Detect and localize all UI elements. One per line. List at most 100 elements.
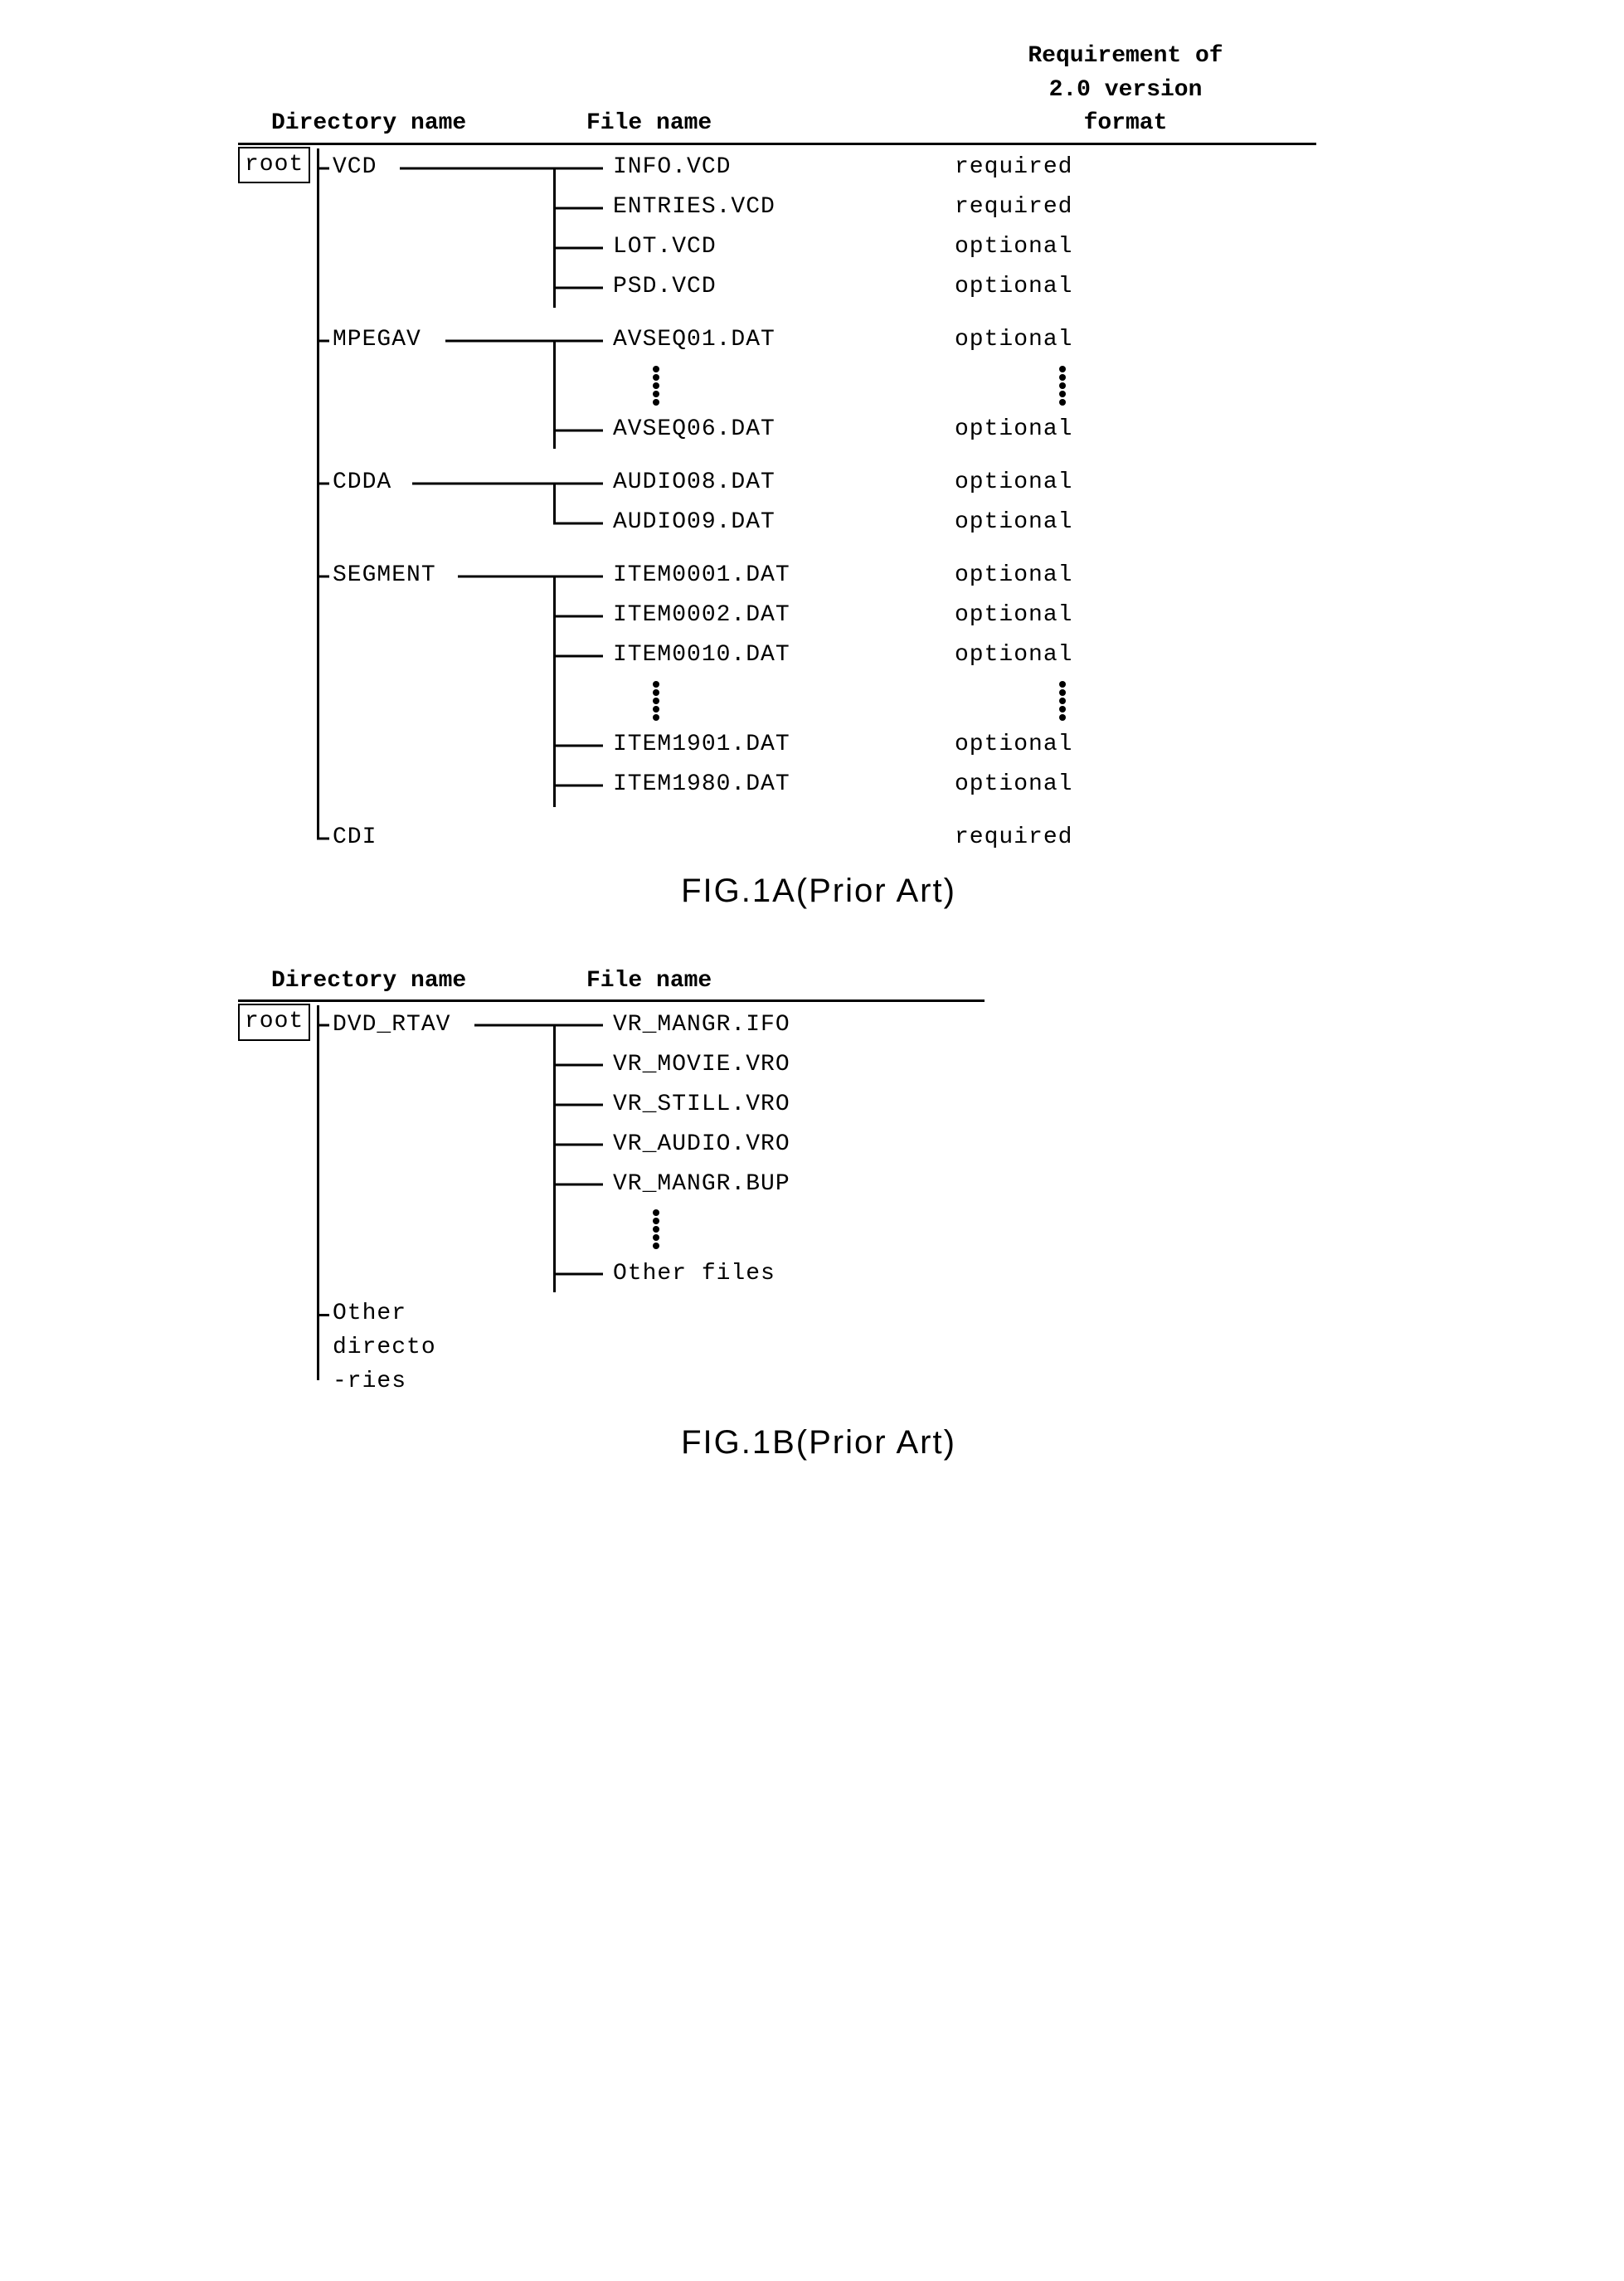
ellipsis-row xyxy=(238,676,1399,726)
connector xyxy=(553,744,603,747)
tree-row: AUDIO09.DAT optional xyxy=(238,503,1399,543)
dir-cdda-section: CDDA AUDIO08.DAT optional AUDIO09.DAT op… xyxy=(238,464,1399,543)
tree-row: LOT.VCD optional xyxy=(238,228,1399,268)
requirement-label: optional xyxy=(951,466,1076,500)
vertical-ellipsis-icon xyxy=(653,1209,659,1249)
tree-row: CDDA AUDIO08.DAT optional xyxy=(238,464,1399,503)
fig-a-tree: root VCD INFO.VCD required xyxy=(238,145,1399,858)
header-file: File name xyxy=(586,107,951,141)
requirement-label: optional xyxy=(951,231,1076,265)
connector xyxy=(553,1144,603,1146)
file-label: ITEM0010.DAT xyxy=(610,639,794,673)
requirement-label: optional xyxy=(951,639,1076,673)
fig-b-tree: root DVD_RTAV VR_MANGR.IFO xyxy=(238,1002,1399,1393)
tree-row: DVD_RTAV VR_MANGR.IFO xyxy=(238,1005,1399,1045)
requirement-label: optional xyxy=(951,413,1076,447)
connector xyxy=(553,286,603,289)
file-label: VR_AUDIO.VRO xyxy=(610,1128,794,1162)
tree-row: VCD INFO.VCD required xyxy=(238,148,1399,188)
file-label: VR_MANGR.IFO xyxy=(610,1009,794,1043)
requirement-label: required xyxy=(951,191,1076,225)
connector xyxy=(553,482,603,484)
tree-row: VR_MANGR.BUP xyxy=(238,1165,1399,1204)
header-directory: Directory name xyxy=(238,107,586,141)
connector xyxy=(553,654,603,657)
tree-row: ITEM1980.DAT optional xyxy=(238,766,1399,805)
connector xyxy=(412,482,553,484)
requirement-label: required xyxy=(951,821,1076,855)
vertical-ellipsis-icon xyxy=(653,366,659,406)
file-label: PSD.VCD xyxy=(610,270,720,304)
dir-vcd-section: VCD INFO.VCD required ENTRIES.VCD requir… xyxy=(238,148,1399,308)
directory-label: SEGMENT xyxy=(329,559,440,593)
requirement-label: optional xyxy=(951,323,1076,357)
file-label: Other files xyxy=(610,1257,779,1291)
tree-row: ITEM0010.DAT optional xyxy=(238,636,1399,676)
requirement-label: required xyxy=(951,151,1076,185)
tree-row: ENTRIES.VCD required xyxy=(238,188,1399,228)
connector xyxy=(553,522,603,524)
requirement-label: optional xyxy=(951,506,1076,540)
tree-row: CDI required xyxy=(238,819,1399,858)
file-label: AUDIO08.DAT xyxy=(610,466,779,500)
vertical-ellipsis-icon xyxy=(653,681,659,721)
connector xyxy=(553,339,603,342)
requirement-label: optional xyxy=(951,559,1076,593)
tree-row: Other directo -ries xyxy=(238,1294,1399,1393)
file-label: ITEM0001.DAT xyxy=(610,559,794,593)
header-requirement: Requirement of 2.0 version format xyxy=(951,40,1300,141)
connector xyxy=(553,1184,603,1186)
header-directory: Directory name xyxy=(238,965,586,999)
directory-label: CDDA xyxy=(329,466,395,500)
file-label: ENTRIES.VCD xyxy=(610,191,779,225)
dir-segment-section: SEGMENT ITEM0001.DAT optional ITEM0002.D… xyxy=(238,557,1399,805)
file-label: VR_MOVIE.VRO xyxy=(610,1048,794,1082)
ellipsis-row xyxy=(238,361,1399,411)
ellipsis-row xyxy=(238,1204,1399,1254)
dir-dvd-rtav-section: DVD_RTAV VR_MANGR.IFO VR_MOVIE.VRO xyxy=(238,1005,1399,1294)
directory-label: MPEGAV xyxy=(329,323,425,357)
directory-label: VCD xyxy=(329,151,380,185)
file-label: ITEM0002.DAT xyxy=(610,599,794,633)
dir-mpegav-section: MPEGAV AVSEQ01.DAT optional AVSEQ06.D xyxy=(238,321,1399,450)
header-file: File name xyxy=(586,965,951,999)
directory-label: DVD_RTAV xyxy=(329,1009,454,1043)
file-label: AVSEQ06.DAT xyxy=(610,413,779,447)
file-label: AUDIO09.DAT xyxy=(610,506,779,540)
tree-row: ITEM1901.DAT optional xyxy=(238,726,1399,766)
connector xyxy=(553,167,603,169)
tree-row: PSD.VCD optional xyxy=(238,268,1399,308)
connector xyxy=(553,575,603,577)
connector xyxy=(553,1104,603,1106)
requirement-label: optional xyxy=(951,728,1076,762)
connector xyxy=(553,207,603,209)
connector xyxy=(474,1024,553,1027)
tree-row: Other files xyxy=(238,1254,1399,1294)
file-label: ITEM1980.DAT xyxy=(610,768,794,802)
file-label: VR_MANGR.BUP xyxy=(610,1168,794,1202)
connector xyxy=(553,1064,603,1067)
tree-row: MPEGAV AVSEQ01.DAT optional xyxy=(238,321,1399,361)
tree-row: SEGMENT ITEM0001.DAT optional xyxy=(238,557,1399,596)
vertical-ellipsis-icon xyxy=(1059,366,1066,406)
tree-row: VR_STILL.VRO xyxy=(238,1085,1399,1125)
figure-1b: Directory name File name root DVD_RTAV V… xyxy=(238,965,1399,1467)
file-label: LOT.VCD xyxy=(610,231,720,265)
fig-b-headers: Directory name File name xyxy=(238,965,1399,999)
directory-label: CDI xyxy=(329,821,380,855)
figure-1a: Directory name File name Requirement of … xyxy=(238,40,1399,915)
root-label: root xyxy=(238,147,310,184)
requirement-label: optional xyxy=(951,270,1076,304)
connector xyxy=(400,167,553,169)
connector xyxy=(458,575,553,577)
file-label: VR_STILL.VRO xyxy=(610,1088,794,1122)
connector xyxy=(553,246,603,249)
dir-cdi-section: CDI required xyxy=(238,819,1399,858)
tree-row: VR_MOVIE.VRO xyxy=(238,1045,1399,1085)
connector xyxy=(445,339,553,342)
tree-row: ITEM0002.DAT optional xyxy=(238,596,1399,636)
root-label: root xyxy=(238,1004,310,1041)
connector xyxy=(553,1273,603,1276)
connector xyxy=(553,1024,603,1027)
file-label: ITEM1901.DAT xyxy=(610,728,794,762)
